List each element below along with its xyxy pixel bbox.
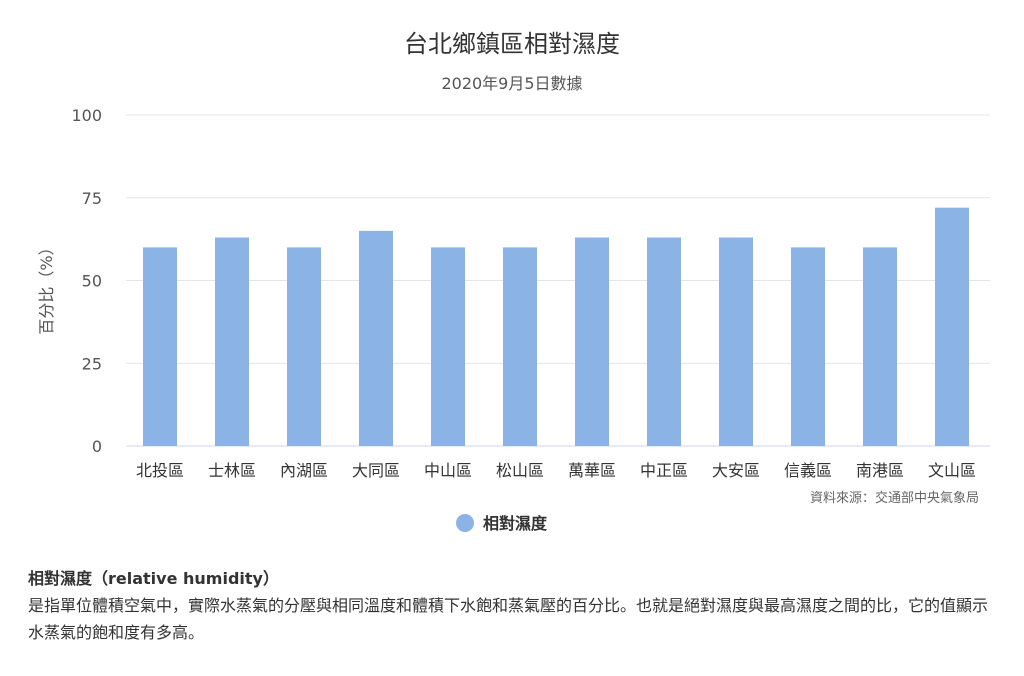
y-tick-label: 50 bbox=[82, 272, 102, 291]
y-tick-label: 0 bbox=[92, 437, 102, 456]
x-tick-labels: 北投區 士林區 內湖區 大同區 中山區 松山區 萬華區 中正區 大安區 信義區 南港區 文山區 bbox=[136, 461, 976, 480]
x-tick-label: 萬華區 bbox=[568, 461, 616, 480]
chart-container: 台北鄉鎮區相對濕度 2020年9月5日數據 百分比（%） 0 25 50 75 100 … bbox=[37, 30, 990, 533]
bar[interactable] bbox=[503, 247, 537, 446]
bar[interactable] bbox=[359, 230, 393, 446]
y-tick-label: 100 bbox=[71, 106, 102, 125]
x-tick-label: 北投區 bbox=[136, 461, 184, 480]
x-tick-label: 信義區 bbox=[784, 461, 832, 480]
chart-subtitle: 2020年9月5日數據 bbox=[441, 74, 582, 93]
description-block: 相對濕度（relative humidity） 是指單位體積空氣中，實際水蒸氣的… bbox=[28, 566, 1003, 646]
y-tick-labels: 0 25 50 75 100 bbox=[71, 106, 102, 456]
bar[interactable] bbox=[863, 247, 897, 446]
bars bbox=[143, 207, 969, 446]
bar[interactable] bbox=[287, 247, 321, 446]
x-tick-label: 松山區 bbox=[496, 461, 544, 480]
bar[interactable] bbox=[719, 237, 753, 446]
x-tick-label: 士林區 bbox=[208, 461, 256, 480]
bar[interactable] bbox=[575, 237, 609, 446]
legend-label: 相對濕度 bbox=[483, 514, 548, 533]
grid-lines bbox=[126, 114, 990, 447]
bar[interactable] bbox=[647, 237, 681, 446]
bar[interactable] bbox=[431, 247, 465, 446]
x-tick-label: 大安區 bbox=[712, 461, 760, 480]
bar[interactable] bbox=[143, 247, 177, 446]
bar[interactable] bbox=[215, 237, 249, 446]
x-tick-label: 中山區 bbox=[424, 461, 472, 480]
source-credit: 資料來源：交通部中央氣象局 bbox=[810, 490, 979, 506]
bar[interactable] bbox=[791, 247, 825, 446]
y-axis-label: 百分比（%） bbox=[37, 239, 56, 334]
x-tick-label: 內湖區 bbox=[280, 461, 328, 480]
y-tick-label: 75 bbox=[82, 189, 102, 208]
y-tick-label: 25 bbox=[82, 354, 102, 373]
x-tick-label: 南港區 bbox=[856, 461, 904, 480]
chart-title: 台北鄉鎮區相對濕度 bbox=[404, 30, 620, 58]
bar-chart: 台北鄉鎮區相對濕度 2020年9月5日數據 百分比（%） 0255075100 … bbox=[37, 30, 990, 533]
description-body: 是指單位體積空氣中，實際水蒸氣的分壓與相同溫度和體積下水飽和蒸氣壓的百分比。也就… bbox=[28, 596, 989, 642]
legend-marker bbox=[456, 514, 474, 532]
x-tick-label: 文山區 bbox=[928, 461, 976, 480]
description-title: 相對濕度（relative humidity） bbox=[28, 569, 279, 588]
bar[interactable] bbox=[935, 207, 969, 446]
x-tick-label: 大同區 bbox=[352, 461, 400, 480]
x-tick-label: 中正區 bbox=[640, 461, 688, 480]
legend[interactable]: 相對濕度 bbox=[456, 514, 548, 533]
